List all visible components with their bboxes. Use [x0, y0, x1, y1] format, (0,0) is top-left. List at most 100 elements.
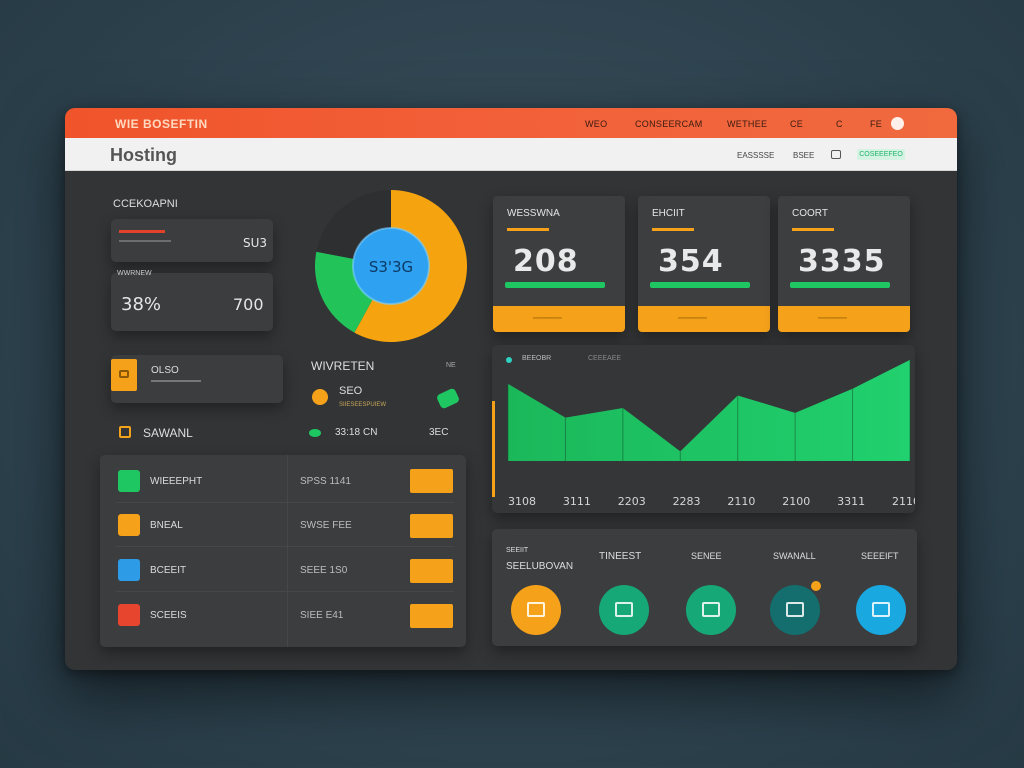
nav-item-4[interactable]: CE: [790, 119, 804, 129]
action-circle-2[interactable]: [599, 585, 649, 635]
area-series: [508, 359, 910, 461]
row-separator: [116, 591, 454, 592]
mid-item1-value: SEO: [339, 385, 363, 397]
service-name: SCEEIS: [150, 610, 187, 621]
service-name: BNEAL: [150, 520, 183, 531]
screen-icon: [615, 602, 633, 617]
area-chart: 3108 3111 2203 2283 2110 2100 3311 2110: [492, 359, 915, 508]
mid-item2-value: 33:18: [335, 427, 361, 438]
window-icon[interactable]: [831, 150, 841, 159]
service-value: SWSE FEE: [300, 520, 352, 531]
bottom-head: SEEIIT: [506, 547, 529, 554]
row-separator: [116, 502, 454, 503]
metric-card-3[interactable]: COORT 3335 ━━━━━━━━: [778, 196, 910, 332]
metric-underline: [652, 228, 694, 231]
metric-underline: [507, 228, 549, 231]
x-tick-label: 2110: [892, 495, 915, 508]
legend-item-2: CEEEAEE: [588, 355, 622, 362]
legend-dot: [506, 357, 512, 363]
stat-card-1-value: SU3: [243, 236, 268, 250]
user-avatar[interactable]: [891, 117, 904, 130]
list-row-4[interactable]: SCEEIS SIEE E41: [100, 592, 466, 636]
status-badge[interactable]: COSEEEFEO: [857, 149, 905, 160]
services-list: WIEEEPHT SPSS 1141 BNEAL SWSE FEE BCEEIT…: [100, 455, 466, 647]
list-row-3[interactable]: BCEEIT SEEE 1S0: [100, 548, 466, 592]
service-icon: [118, 559, 140, 581]
nav-item-3[interactable]: WETHEE: [727, 119, 768, 129]
row-action-button[interactable]: [410, 514, 453, 538]
list-row-2[interactable]: BNEAL SWSE FEE: [100, 503, 466, 547]
row-separator: [116, 546, 454, 547]
metric-progress: [650, 282, 750, 288]
service-name: BCEEIT: [150, 565, 187, 576]
mid-item1-sub: SIIESEESPUIEW: [339, 402, 387, 408]
stat-card-2-percent: 38%: [121, 294, 162, 315]
row-action-button[interactable]: [410, 559, 453, 583]
metric-footer[interactable]: ━━━━━━━━: [638, 306, 770, 332]
stat-card-2-value: 700: [233, 295, 264, 314]
x-tick-label: 2100: [782, 495, 810, 508]
metric-footer[interactable]: ━━━━━━━━: [493, 306, 625, 332]
folder-icon: [119, 370, 129, 378]
service-name: WIEEEPHT: [150, 476, 203, 487]
metric-value: 208: [513, 244, 579, 279]
notification-badge: [811, 581, 821, 591]
subnav-item-1[interactable]: EASSSSE: [737, 151, 775, 160]
metric-card-1[interactable]: WESSWNA 208 ━━━━━━━━: [493, 196, 625, 332]
coin-icon: [312, 389, 328, 405]
row-action-button[interactable]: [410, 469, 453, 493]
small-card-label: OLSO: [151, 365, 179, 376]
bottom-col-2: SENEE: [691, 551, 722, 561]
small-card[interactable]: OLSO: [111, 355, 283, 403]
metric-card-2[interactable]: EHCIIT 354 ━━━━━━━━: [638, 196, 770, 332]
metric-title: WESSWNA: [507, 208, 560, 219]
service-value: SIEE E41: [300, 610, 344, 621]
section-title: CCEKOAPNI: [113, 198, 178, 210]
small-section-label: SAWANL: [143, 426, 193, 440]
document-icon: [786, 602, 804, 617]
list-row-1[interactable]: WIEEEPHT SPSS 1141: [100, 459, 466, 503]
pie-center: [353, 228, 429, 304]
dashboard-window: WIE BOSEFTIN WEO CONSEERCAM WETHEE CE C …: [65, 108, 957, 670]
row-action-button[interactable]: [410, 604, 453, 628]
action-circle-3[interactable]: [686, 585, 736, 635]
stat-card-2[interactable]: WWRNEW 38% 700: [111, 270, 273, 331]
mid-corner: NE: [446, 362, 456, 369]
bottom-col-4: SEEEIFT: [861, 551, 899, 561]
x-tick-label: 2110: [727, 495, 755, 508]
x-tick-label: 2283: [673, 495, 701, 508]
nav-item-1[interactable]: WEO: [585, 119, 608, 129]
action-circle-5[interactable]: [856, 585, 906, 635]
service-value: SPSS 1141: [300, 476, 351, 487]
caption-line: [119, 240, 171, 242]
nav-item-6[interactable]: FE: [870, 119, 883, 129]
top-bar: WIE BOSEFTIN WEO CONSEERCAM WETHEE CE C …: [65, 108, 957, 138]
metric-title: EHCIIT: [652, 208, 685, 219]
metric-footer[interactable]: ━━━━━━━━: [778, 306, 910, 332]
stat-card-2-label: WWRNEW: [117, 270, 152, 277]
metric-progress: [790, 282, 890, 288]
brand-name[interactable]: WIE BOSEFTIN: [115, 117, 208, 131]
stat-card-1[interactable]: SU3: [111, 219, 273, 262]
column-divider: [287, 455, 288, 647]
x-tick-label: 3111: [563, 495, 591, 508]
x-tick-label: 2203: [618, 495, 646, 508]
metric-progress: [505, 282, 605, 288]
bottom-col-1: TINEEST: [599, 551, 642, 562]
nav-item-5[interactable]: C: [836, 119, 843, 129]
red-indicator: [119, 230, 165, 233]
action-circle-1[interactable]: [511, 585, 561, 635]
mid-item2-right: 3EC: [429, 427, 449, 438]
metric-value: 3335: [798, 244, 886, 279]
monitor-icon: [872, 602, 890, 617]
sub-header: Hosting EASSSSE BSEE COSEEEFEO: [65, 138, 957, 171]
y-axis-marker: [492, 401, 495, 497]
x-tick-label: 3108: [508, 495, 536, 508]
pie-center-label: S3'3G: [369, 258, 413, 276]
nav-item-2[interactable]: CONSEERCAM: [635, 119, 703, 129]
action-circle-4[interactable]: [770, 585, 820, 635]
small-card-icon-block: [111, 359, 137, 391]
calendar-icon: [119, 426, 131, 438]
subnav-item-2[interactable]: BSEE: [793, 151, 815, 160]
metric-underline: [792, 228, 834, 231]
